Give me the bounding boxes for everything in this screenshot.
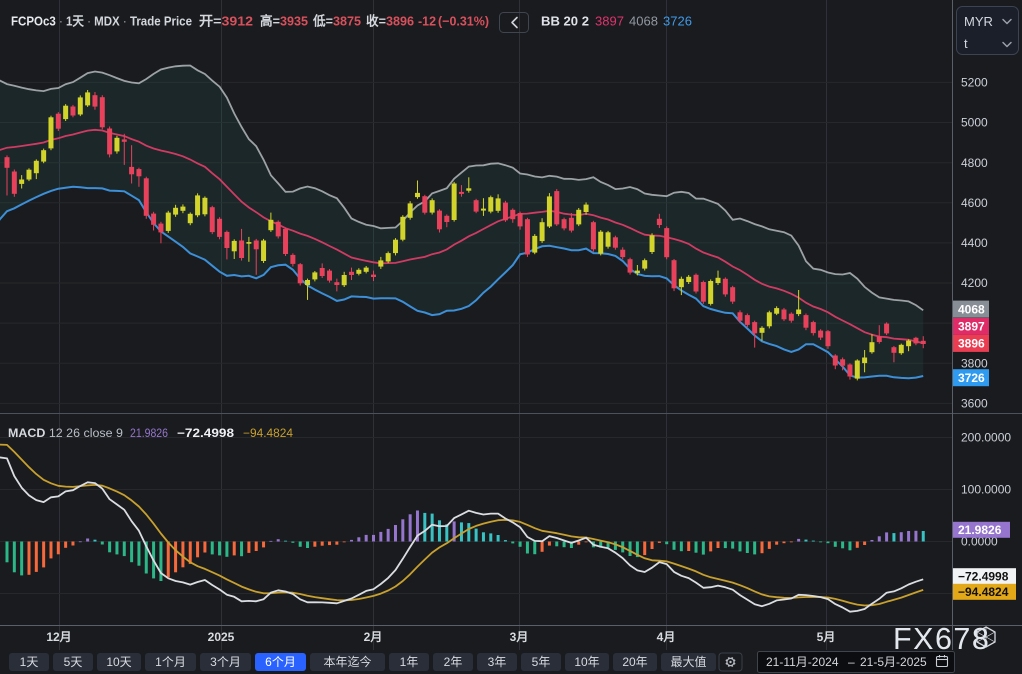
svg-text:FX678: FX678	[893, 622, 990, 656]
svg-text:21-5月-2025: 21-5月-2025	[860, 655, 927, 669]
svg-text:低=3875: 低=3875	[312, 14, 361, 29]
svg-text:-12: -12	[418, 14, 436, 29]
svg-text:4月: 4月	[657, 630, 676, 644]
svg-text:4400: 4400	[961, 236, 988, 250]
svg-text:10天: 10天	[106, 655, 131, 669]
svg-text:4068: 4068	[958, 302, 985, 316]
svg-text:收=3896: 收=3896	[366, 14, 414, 29]
svg-text:3600: 3600	[961, 397, 988, 411]
svg-text:1年: 1年	[400, 655, 419, 669]
svg-text:10年: 10年	[574, 655, 599, 669]
svg-text:4600: 4600	[961, 196, 988, 210]
svg-text:0.0000: 0.0000	[961, 535, 998, 549]
svg-text:–: –	[848, 655, 855, 669]
svg-text:200.0000: 200.0000	[961, 431, 1011, 445]
svg-text:1天: 1天	[20, 655, 39, 669]
svg-text:MYR: MYR	[964, 14, 993, 29]
svg-text:4068: 4068	[629, 14, 658, 29]
svg-text:3月: 3月	[510, 630, 529, 644]
svg-text:2025: 2025	[208, 630, 235, 644]
svg-text:3800: 3800	[961, 356, 988, 370]
svg-text:5年: 5年	[532, 655, 551, 669]
svg-text:(−0.31%): (−0.31%)	[438, 14, 489, 29]
svg-text:−94.4824: −94.4824	[243, 428, 294, 440]
svg-text:高=3935: 高=3935	[260, 14, 308, 29]
svg-text:FCPOc3 · 1天 · MDX · Trade Pric: FCPOc3 · 1天 · MDX · Trade Price	[11, 14, 192, 29]
svg-text:3896: 3896	[958, 337, 985, 351]
svg-text:21-11月-2024: 21-11月-2024	[766, 655, 839, 669]
svg-text:3726: 3726	[663, 14, 692, 29]
svg-text:MACD 12 26 close 9: MACD 12 26 close 9	[8, 428, 123, 440]
svg-text:4800: 4800	[961, 156, 988, 170]
svg-text:3897: 3897	[595, 14, 624, 29]
svg-text:3897: 3897	[958, 320, 985, 334]
svg-text:21.9826: 21.9826	[130, 428, 168, 440]
svg-text:−72.4998: −72.4998	[177, 428, 235, 440]
svg-text:5000: 5000	[961, 116, 988, 130]
svg-text:20年: 20年	[622, 655, 647, 669]
svg-text:3726: 3726	[958, 371, 985, 385]
svg-text:1个月: 1个月	[155, 655, 186, 669]
svg-text:开=3912: 开= 3912	[199, 14, 253, 29]
svg-text:BB 20 2: BB 20 2	[541, 14, 589, 29]
svg-text:12月: 12月	[46, 630, 71, 644]
svg-text:100.0000: 100.0000	[961, 483, 1011, 497]
svg-text:−94.4824: −94.4824	[958, 585, 1009, 599]
svg-text:−72.4998: −72.4998	[958, 569, 1009, 583]
svg-text:5天: 5天	[64, 655, 83, 669]
svg-text:6个月: 6个月	[265, 655, 296, 669]
svg-text:21.9826: 21.9826	[958, 523, 1002, 537]
svg-text:5月: 5月	[817, 630, 836, 644]
svg-text:4200: 4200	[961, 276, 988, 290]
svg-text:5200: 5200	[961, 76, 988, 90]
svg-text:2年: 2年	[444, 655, 463, 669]
svg-text:最大值: 最大值	[670, 654, 706, 669]
svg-text:3年: 3年	[488, 655, 507, 669]
svg-text:本年迄今: 本年迄今	[323, 654, 371, 669]
svg-text:t: t	[964, 36, 968, 51]
svg-text:3个月: 3个月	[210, 655, 241, 669]
svg-text:2月: 2月	[364, 630, 383, 644]
